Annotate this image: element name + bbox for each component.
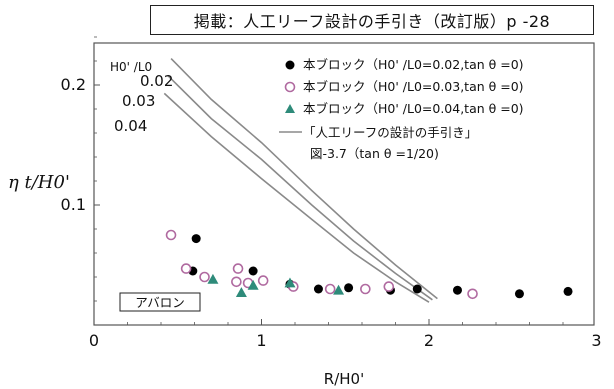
x-tick-label: 1 (256, 331, 266, 350)
product-label: アバロン (135, 295, 185, 310)
data-point-002 (248, 266, 258, 276)
x-tick-label: 0 (89, 331, 99, 350)
curve-label-0.03: 0.03 (122, 92, 155, 110)
legend-marker-003 (284, 81, 296, 93)
legend-label: 本ブロック（H0' /L0=0.02,tan θ =0) (303, 57, 524, 72)
x-axis-label: R/H0' (324, 370, 364, 388)
data-point-002 (514, 289, 524, 299)
data-point-003 (232, 263, 244, 274)
data-point-003 (199, 271, 210, 283)
data-point-002 (412, 284, 422, 294)
design-curve-0.04 (163, 92, 430, 303)
source-note: 掲載：人工リーフ設計の手引き（改訂版）p -28 (150, 5, 594, 35)
data-point-003 (257, 275, 269, 286)
y-tick-label: 0.1 (61, 195, 86, 214)
y-axis-label: η t/H0' (8, 172, 70, 193)
data-point-002 (452, 285, 462, 295)
data-point-003 (231, 276, 242, 288)
curve-label-0.02: 0.02 (140, 72, 173, 90)
legend-curve-label: 「人工リーフの設計の手引き」 (303, 125, 477, 140)
data-point-002 (344, 283, 354, 293)
design-curve-0.02 (170, 58, 438, 300)
data-point-004 (284, 277, 296, 288)
curve-label-0.04: 0.04 (114, 117, 147, 135)
data-point-004 (247, 279, 259, 290)
data-point-002 (191, 234, 201, 244)
legend-curve-label-2: 図-3.7（tan θ =1/20) (310, 146, 439, 161)
data-point-003 (383, 281, 395, 292)
legend-marker-002 (285, 60, 295, 70)
data-point-003 (360, 283, 371, 295)
data-point-003 (165, 229, 177, 241)
data-point-004 (235, 287, 247, 297)
legend-label: 本ブロック（H0' /L0=0.04,tan θ =0) (303, 101, 524, 116)
product-label-box (119, 292, 201, 312)
data-point-004 (207, 273, 219, 284)
y-tick-label: 0.2 (61, 75, 86, 94)
data-point-003 (180, 263, 192, 274)
legend-title: H0' /L0 (110, 60, 152, 74)
data-point-003 (467, 288, 478, 300)
data-point-003 (324, 283, 336, 295)
plot-frame (93, 42, 595, 326)
data-point-004 (333, 284, 345, 295)
data-point-002 (563, 286, 573, 296)
x-tick-label: 3 (591, 331, 601, 350)
x-tick-label: 2 (424, 331, 434, 350)
legend-label: 本ブロック（H0' /L0=0.03,tan θ =0) (303, 79, 524, 94)
design-curve-0.03 (167, 74, 433, 301)
data-point-002 (313, 284, 323, 294)
legend-marker-004 (285, 104, 295, 113)
